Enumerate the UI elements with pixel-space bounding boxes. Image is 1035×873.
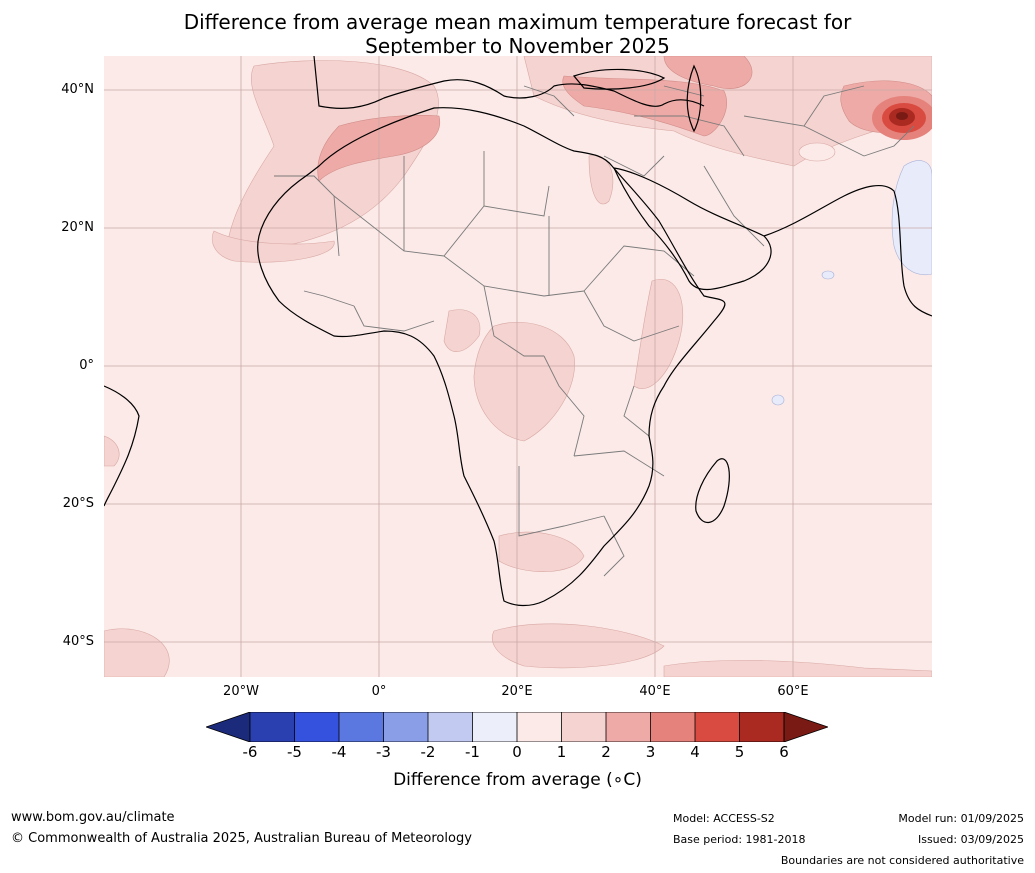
colorbar-segment-neg1-0 xyxy=(472,712,517,742)
colorbar-tick-5: 5 xyxy=(734,743,745,761)
colorbar-segment-neg3-neg2 xyxy=(383,712,428,742)
map-title: Difference from average mean maximum tem… xyxy=(0,10,1035,58)
base-period-text: Base period: 1981-2018 xyxy=(673,833,806,846)
colorbar-tick-1: 1 xyxy=(556,743,567,761)
copyright-text: © Commonwealth of Australia 2025, Austra… xyxy=(11,831,472,846)
arabia-coast xyxy=(613,167,772,291)
colorbar-title: Difference from average (∘C) xyxy=(393,770,642,790)
lat-label-20s: 20°S xyxy=(62,496,94,511)
colorbar-tick-0: 0 xyxy=(512,743,522,761)
issued-text: Issued: 03/09/2025 xyxy=(917,833,1024,846)
colorbar-tick-neg5: -5 xyxy=(287,743,302,761)
colorbar-segment-neg6-neg5 xyxy=(250,712,295,742)
title-line-2: September to November 2025 xyxy=(365,34,670,58)
lat-label-0: 0° xyxy=(79,358,94,373)
colorbar-segment-0-1 xyxy=(517,712,562,742)
colorbar-tick-2: 2 xyxy=(601,743,611,761)
colorbar-outline xyxy=(249,712,785,742)
europe-coast xyxy=(313,56,705,109)
lon-label-40e: 40°E xyxy=(639,684,671,699)
lat-label-40n: 40°N xyxy=(61,82,94,97)
madagascar-coast xyxy=(695,458,730,523)
title-line-1: Difference from average mean maximum tem… xyxy=(183,10,852,34)
forecast-map xyxy=(104,56,932,677)
colorbar-segment-neg2-neg1 xyxy=(428,712,473,742)
colorbar-arrow-high xyxy=(783,712,828,742)
colorbar-dividers xyxy=(294,712,740,742)
colorbar-tick-neg1: -1 xyxy=(465,743,480,761)
colorbar-segment-4-5 xyxy=(695,712,740,742)
graticule xyxy=(104,56,932,677)
colorbar-arrow-low xyxy=(206,712,251,742)
lon-label-0: 0° xyxy=(371,684,387,699)
colorbar-tick-neg2: -2 xyxy=(420,743,436,761)
lon-label-20e: 20°E xyxy=(501,684,533,699)
caspian-coast xyxy=(686,64,702,133)
model-run-text: Model run: 01/09/2025 xyxy=(898,812,1024,825)
colorbar-segment-neg5-neg4 xyxy=(294,712,339,742)
colorbar-tick-neg4: -4 xyxy=(331,743,347,761)
anomaly-cool-zones xyxy=(771,142,932,406)
disclaimer-text: Boundaries are not considered authoritat… xyxy=(780,854,1024,867)
south-america-coast xyxy=(104,385,140,507)
coastlines xyxy=(104,56,932,607)
lat-label-40s: 40°S xyxy=(62,634,94,649)
website-link[interactable]: www.bom.gov.au/climate xyxy=(11,810,175,825)
asia-coast xyxy=(763,184,932,317)
colorbar-tick-3: 3 xyxy=(645,743,656,761)
colorbar xyxy=(206,712,828,742)
colorbar-segment-5-6 xyxy=(739,712,784,742)
colorbar-tick-6: 6 xyxy=(779,743,789,761)
model-text: Model: ACCESS-S2 xyxy=(673,812,775,825)
lon-label-60e: 60°E xyxy=(777,684,809,699)
colorbar-segment-3-4 xyxy=(650,712,695,742)
africa-coast xyxy=(257,107,726,607)
colorbar-tick-4: 4 xyxy=(690,743,700,761)
colorbar-segment-1-2 xyxy=(561,712,606,742)
lon-label-20w: 20°W xyxy=(223,684,259,699)
country-borders xyxy=(274,85,915,577)
colorbar-segment-neg4-neg3 xyxy=(339,712,384,742)
anomaly-hotspot xyxy=(872,96,932,140)
colorbar-tick-neg6: -6 xyxy=(242,743,258,761)
colorbar-segment-2-3 xyxy=(606,712,651,742)
lat-label-20n: 20°N xyxy=(61,220,94,235)
black-sea-coast xyxy=(572,68,666,90)
colorbar-tick-neg3: -3 xyxy=(376,743,391,761)
